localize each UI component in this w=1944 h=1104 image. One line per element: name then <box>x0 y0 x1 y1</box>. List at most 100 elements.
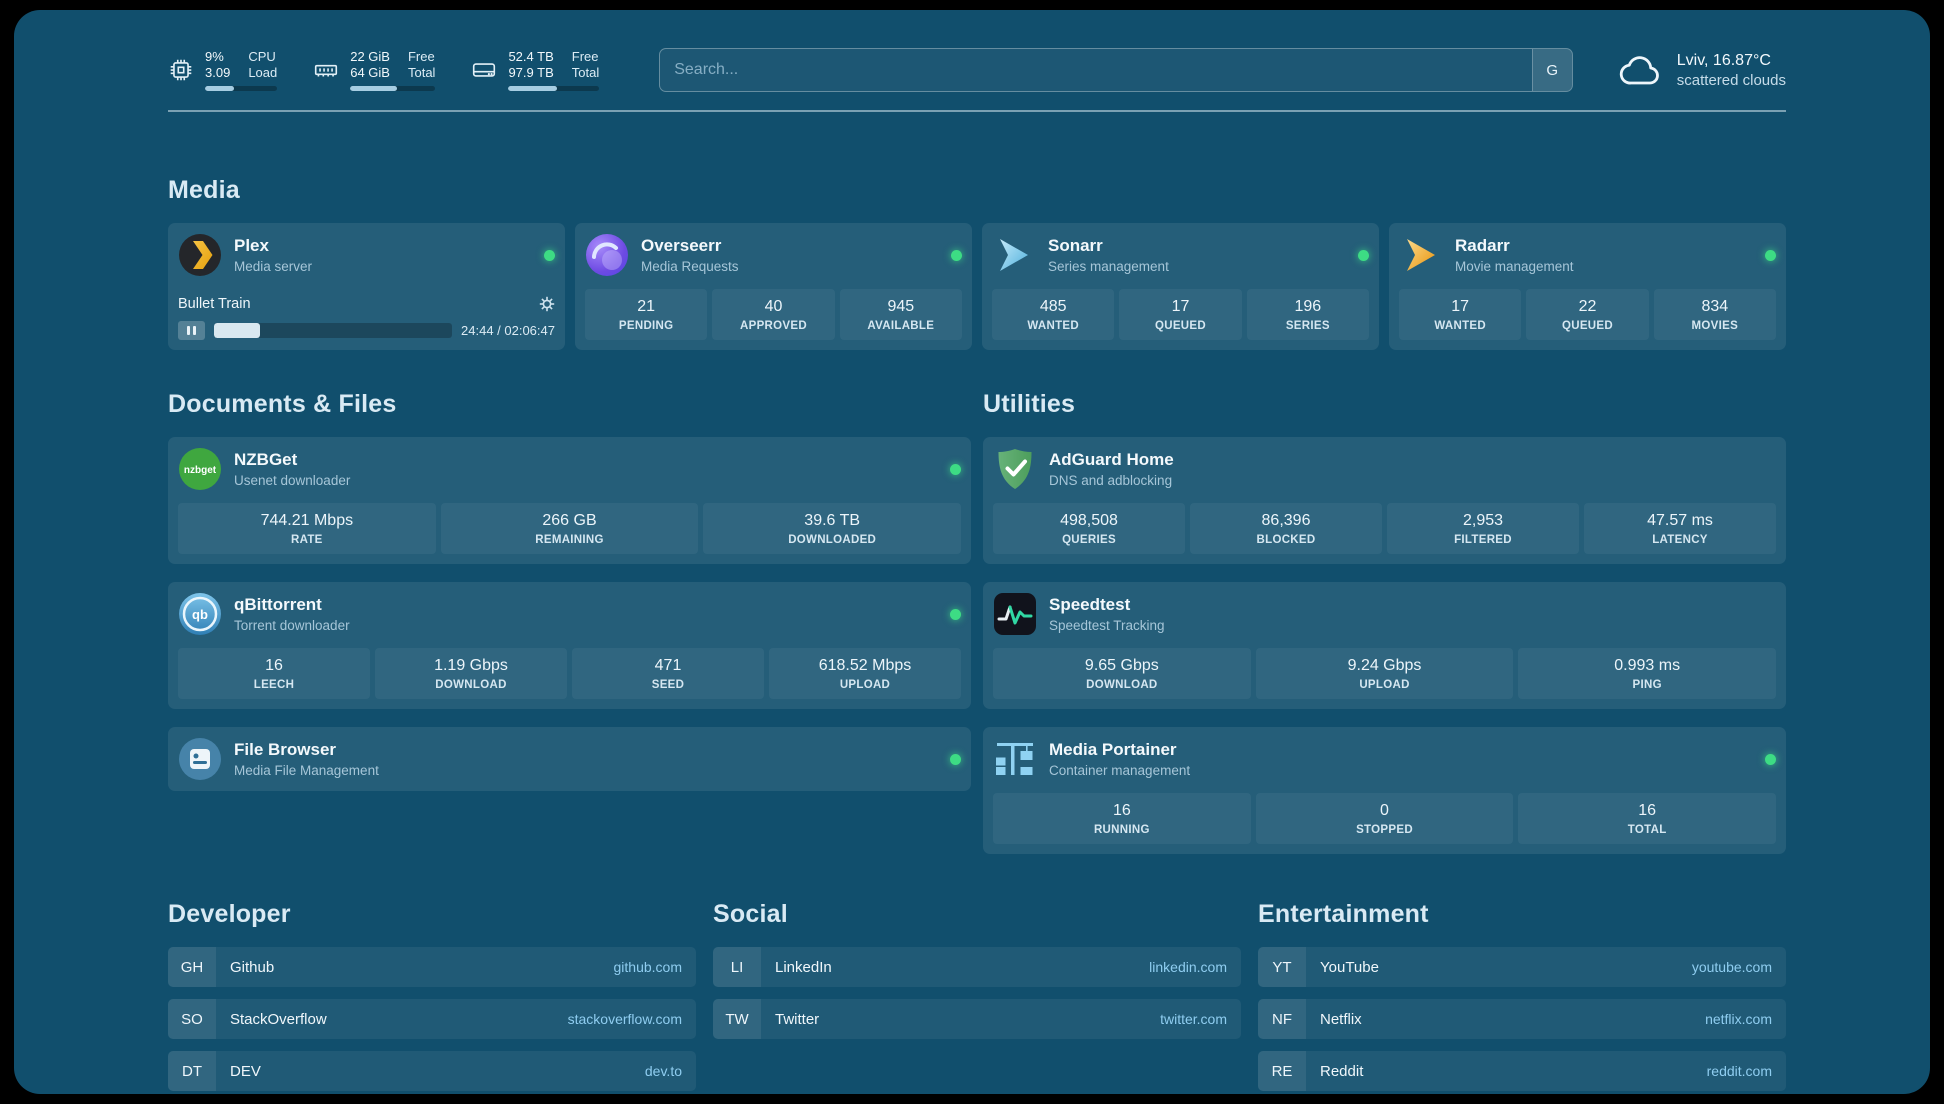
pause-button[interactable] <box>178 321 205 340</box>
playback-time: 24:44 / 02:06:47 <box>461 323 555 338</box>
portainer-title: Media Portainer <box>1049 740 1177 759</box>
bookmark-row-netflix[interactable]: NF Netflix netflix.com <box>1258 999 1786 1039</box>
bookmark-abbr: RE <box>1258 1051 1306 1091</box>
cpu-widget: 9% 3.09 CPU Load <box>168 49 278 91</box>
sonarr-icon <box>1000 239 1028 271</box>
stat-box: 17 QUEUED <box>1119 289 1242 340</box>
stat-box: 485 WANTED <box>992 289 1115 340</box>
cpu-progress-bar <box>205 86 278 91</box>
section-media: Media Plex Media server <box>168 176 1786 350</box>
cpu-load-value: 3.09 <box>205 65 231 80</box>
bookmark-abbr: GH <box>168 947 216 987</box>
cpu-load-label: Load <box>248 65 278 80</box>
topbar-divider <box>168 110 1786 112</box>
playback-progress-fill <box>214 323 261 338</box>
speedtest-card[interactable]: Speedtest Speedtest Tracking 9.65 Gbps D… <box>983 582 1786 709</box>
qbittorrent-title: qBittorrent <box>234 595 322 614</box>
dashboard: 9% 3.09 CPU Load <box>14 10 1930 1094</box>
stat-box: 21 PENDING <box>585 289 708 340</box>
plex-card[interactable]: Plex Media server Bullet Train <box>168 223 565 350</box>
bookmark-abbr: NF <box>1258 999 1306 1039</box>
radarr-icon <box>1407 239 1435 271</box>
filebrowser-status-dot <box>950 753 961 765</box>
gear-icon[interactable] <box>539 296 555 312</box>
overseerr-icon <box>586 234 628 276</box>
adguard-card[interactable]: AdGuard Home DNS and adblocking 498,508 … <box>983 437 1786 564</box>
overseerr-status-dot <box>951 249 962 261</box>
bookmark-domain: github.com <box>613 959 682 975</box>
bookmark-row-linkedin[interactable]: LI LinkedIn linkedin.com <box>713 947 1241 987</box>
disk-free-label: Free <box>571 49 599 64</box>
sonarr-card[interactable]: Sonarr Series management 485 WANTED 17 Q… <box>982 223 1379 350</box>
documents-heading: Documents & Files <box>168 390 397 418</box>
social-heading: Social <box>713 900 788 928</box>
stat-box: 266 GB REMAINING <box>440 503 699 554</box>
section-utilities: Utilities AdGuard Home <box>983 390 1786 854</box>
nzbget-subtitle: Usenet downloader <box>234 473 351 488</box>
stat-box: 196 SERIES <box>1246 289 1369 340</box>
adguard-title: AdGuard Home <box>1049 450 1174 469</box>
adguard-subtitle: DNS and adblocking <box>1049 473 1173 488</box>
disk-free-value: 52.4 TB <box>508 49 554 64</box>
bookmark-domain: linkedin.com <box>1149 959 1227 975</box>
bookmark-domain: reddit.com <box>1706 1063 1772 1079</box>
memory-total-value: 64 GiB <box>350 65 390 80</box>
search-bar: G <box>659 48 1573 92</box>
filebrowser-card[interactable]: File Browser Media File Management <box>168 727 971 791</box>
overseerr-title: Overseerr <box>641 236 722 255</box>
speedtest-icon <box>994 593 1036 635</box>
radarr-card[interactable]: Radarr Movie management 17 WANTED 22 QUE… <box>1389 223 1786 350</box>
stat-box: 744.21 Mbps RATE <box>178 503 436 554</box>
memory-icon <box>313 57 339 83</box>
stat-box: 39.6 TB DOWNLOADED <box>703 503 962 554</box>
plex-now-playing: Bullet Train <box>178 284 555 340</box>
svg-text:nzbget: nzbget <box>184 465 217 476</box>
bookmark-domain: stackoverflow.com <box>567 1011 682 1027</box>
radarr-subtitle: Movie management <box>1455 259 1574 274</box>
plex-title: Plex <box>234 236 269 255</box>
utilities-heading: Utilities <box>983 390 1076 418</box>
bookmark-domain: dev.to <box>644 1063 682 1079</box>
bookmark-name: Twitter <box>775 1010 820 1028</box>
bookmark-domain: twitter.com <box>1160 1011 1227 1027</box>
bookmark-abbr: SO <box>168 999 216 1039</box>
stat-box: 0.993 ms PING <box>1518 648 1777 699</box>
filebrowser-title: File Browser <box>234 740 337 759</box>
bookmark-row-youtube[interactable]: YT YouTube youtube.com <box>1258 947 1786 987</box>
bookmark-row-twitter[interactable]: TW Twitter twitter.com <box>713 999 1241 1039</box>
bookmark-domain: netflix.com <box>1705 1011 1772 1027</box>
bookmark-row-reddit[interactable]: RE Reddit reddit.com <box>1258 1051 1786 1091</box>
bookmark-name: Netflix <box>1320 1010 1362 1028</box>
search-input[interactable] <box>660 49 1532 91</box>
stat-box: 17 WANTED <box>1399 289 1522 340</box>
stat-box: 9.65 Gbps DOWNLOAD <box>993 648 1251 699</box>
portainer-card[interactable]: Media Portainer Container management 16 … <box>983 727 1786 854</box>
stat-box: 86,396 BLOCKED <box>1190 503 1382 554</box>
search-provider-button[interactable]: G <box>1531 49 1572 91</box>
disk-widget: 52.4 TB 97.9 TB Free Total <box>471 49 600 91</box>
cloud-icon <box>1617 46 1665 94</box>
bookmark-row-stackoverflow[interactable]: SO StackOverflow stackoverflow.com <box>168 999 696 1039</box>
nzbget-icon: nzbget <box>179 448 221 490</box>
section-documents: Documents & Files nzbget NZBGet Usenet d… <box>168 390 971 854</box>
stat-box: 498,508 QUERIES <box>993 503 1185 554</box>
qbittorrent-status-dot <box>950 608 961 620</box>
plex-subtitle: Media server <box>234 259 313 274</box>
weather-widget: Lviv, 16.87°C scattered clouds <box>1617 46 1786 94</box>
bookmarks-social: Social LI LinkedIn linkedin.com TW Twitt… <box>713 900 1241 1091</box>
bookmark-name: Github <box>230 958 275 976</box>
stat-box: 16 TOTAL <box>1518 793 1777 844</box>
weather-location: Lviv, 16.87°C <box>1676 51 1771 69</box>
disk-progress-fill <box>508 86 557 91</box>
nzbget-title: NZBGet <box>234 450 298 469</box>
qbittorrent-card[interactable]: qb qBittorrent Torrent downloader 16 <box>168 582 971 709</box>
disk-total-label: Total <box>571 65 600 80</box>
nzbget-status-dot <box>950 463 961 475</box>
nzbget-card[interactable]: nzbget NZBGet Usenet downloader 744.21 M… <box>168 437 971 564</box>
bookmark-name: YouTube <box>1320 958 1379 976</box>
sonarr-subtitle: Series management <box>1048 259 1169 274</box>
bookmark-row-dev[interactable]: DT DEV dev.to <box>168 1051 696 1091</box>
stat-box: 0 STOPPED <box>1255 793 1514 844</box>
bookmark-row-github[interactable]: GH Github github.com <box>168 947 696 987</box>
overseerr-card[interactable]: Overseerr Media Requests 21 PENDING 40 A… <box>575 223 972 350</box>
